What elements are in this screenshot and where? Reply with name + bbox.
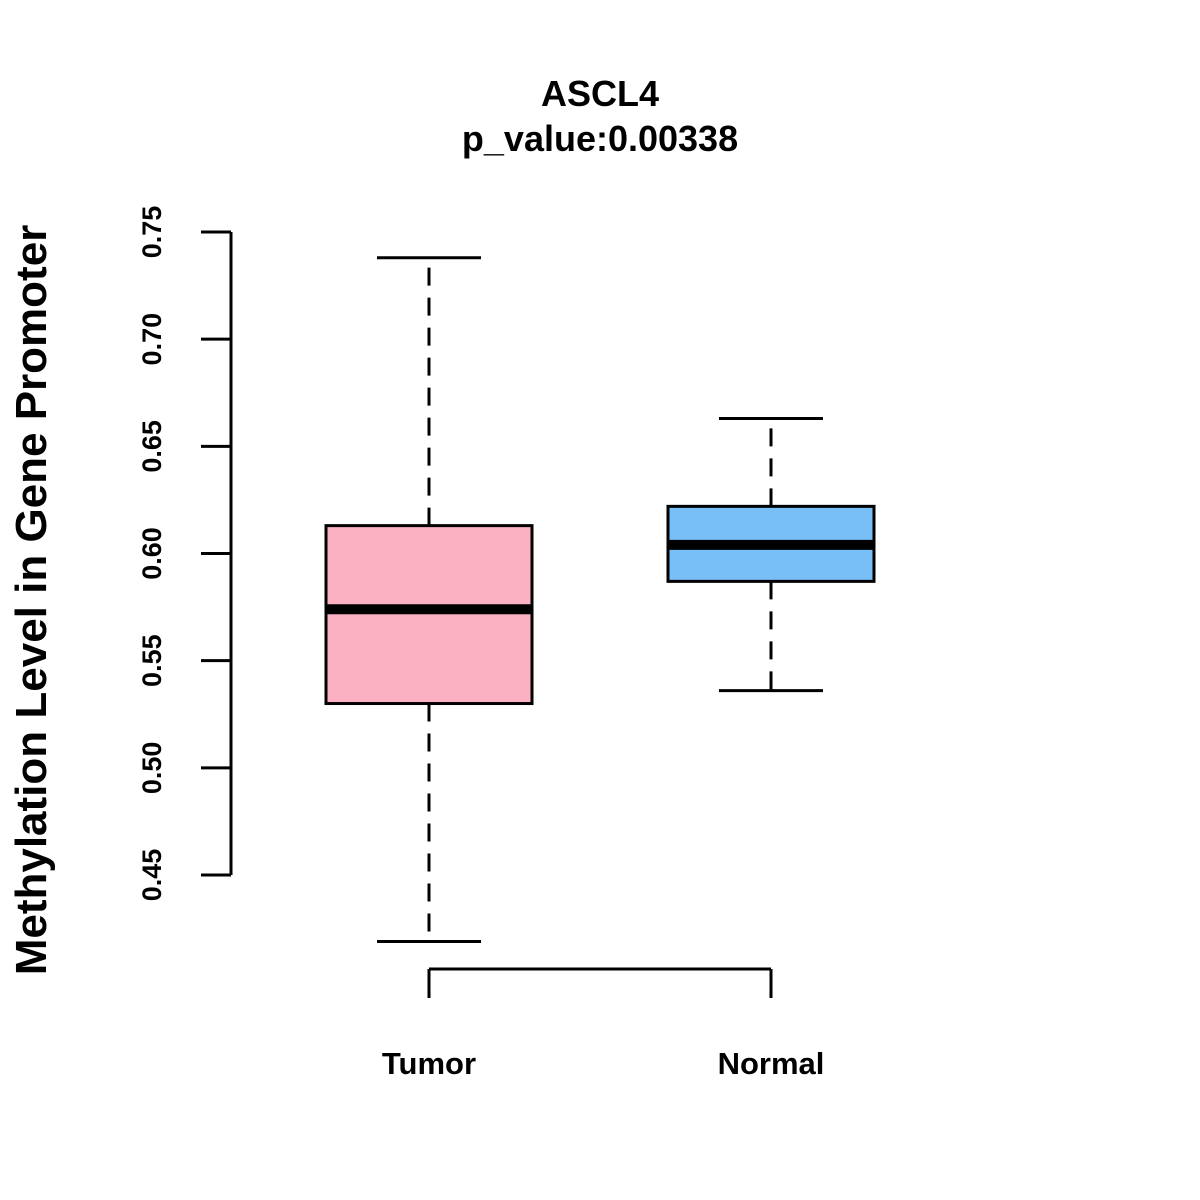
y-tick-label: 0.45 — [137, 849, 167, 902]
y-tick-label: 0.65 — [137, 420, 167, 473]
iqr-box-tumor — [324, 524, 534, 706]
x-tick-label-normal: Normal — [718, 1046, 825, 1081]
x-tick-label-tumor: Tumor — [382, 1046, 476, 1081]
y-tick-label: 0.70 — [137, 313, 167, 366]
y-tick-label: 0.60 — [137, 527, 167, 580]
x-axis: Tumor Normal — [382, 967, 825, 1081]
y-axis: 0.45 0.50 0.55 0.60 0.65 0.70 0.75 — [137, 206, 233, 902]
boxplot-series — [324, 256, 876, 943]
y-tick-label: 0.50 — [137, 742, 167, 795]
y-tick-label: 0.55 — [137, 634, 167, 687]
chart-subtitle: p_value:0.00338 — [462, 118, 738, 159]
y-axis-label: Methylation Level in Gene Promoter — [7, 225, 56, 976]
chart-title: ASCL4 — [541, 73, 659, 114]
box-tumor — [324, 256, 534, 943]
box-normal — [666, 416, 876, 693]
y-tick-label: 0.75 — [137, 206, 167, 259]
